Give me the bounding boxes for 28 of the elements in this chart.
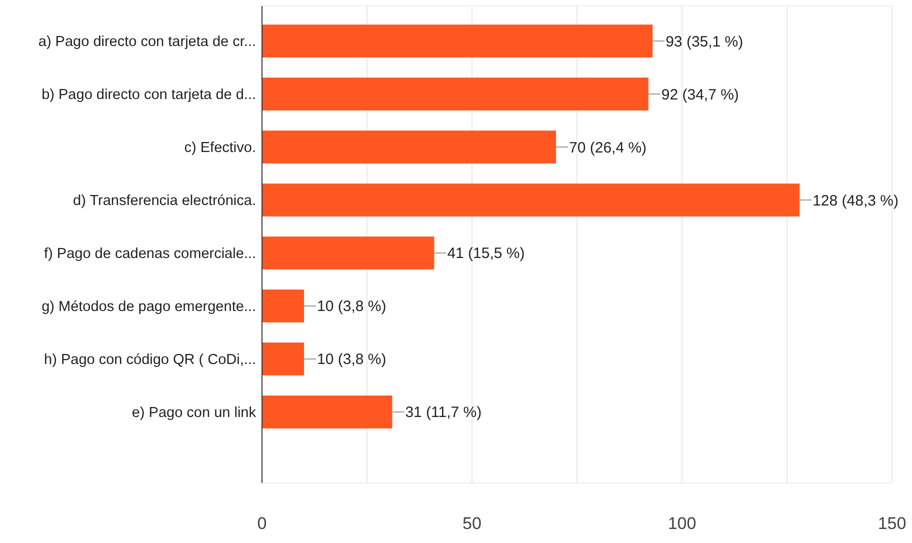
y-tick-label: d) Transferencia electrónica. — [73, 193, 256, 210]
data-label: 92 (34,7 %) — [661, 86, 739, 104]
data-label: 10 (3,8 %) — [317, 298, 386, 316]
x-tick-label: 100 — [668, 514, 696, 533]
data-label: 128 (48,3 %) — [812, 192, 898, 210]
bar — [262, 236, 434, 270]
y-tick-label: a) Pago directo con tarjeta de cr... — [38, 34, 256, 50]
data-label: 31 (11,7 %) — [405, 404, 482, 422]
y-tick-label: b) Pago directo con tarjeta de d... — [42, 87, 256, 104]
y-tick-label: h) Pago con código QR ( CoDi,... — [44, 352, 256, 368]
bar — [262, 342, 304, 376]
x-tick-label: 50 — [462, 514, 482, 533]
bar — [262, 130, 556, 164]
x-tick-label: 150 — [878, 514, 906, 533]
bar — [262, 24, 653, 58]
bar — [262, 184, 800, 216]
bar — [262, 290, 304, 322]
bar — [262, 78, 648, 110]
y-tick-label: c) Efectivo. — [184, 140, 256, 156]
data-label: 10 (3,8 %) — [317, 351, 386, 368]
y-tick-label: e) Pago con un link — [132, 405, 257, 422]
bar — [262, 396, 392, 428]
data-label: 93 (35,1 %) — [666, 33, 744, 50]
data-label: 70 (26,4 %) — [569, 139, 647, 156]
x-tick-label: 0 — [257, 514, 267, 533]
y-tick-label: f) Pago de cadenas comerciale... — [44, 246, 256, 262]
y-tick-label: g) Métodos de pago emergente... — [42, 299, 256, 316]
data-label: 41 (15,5 %) — [447, 245, 525, 262]
